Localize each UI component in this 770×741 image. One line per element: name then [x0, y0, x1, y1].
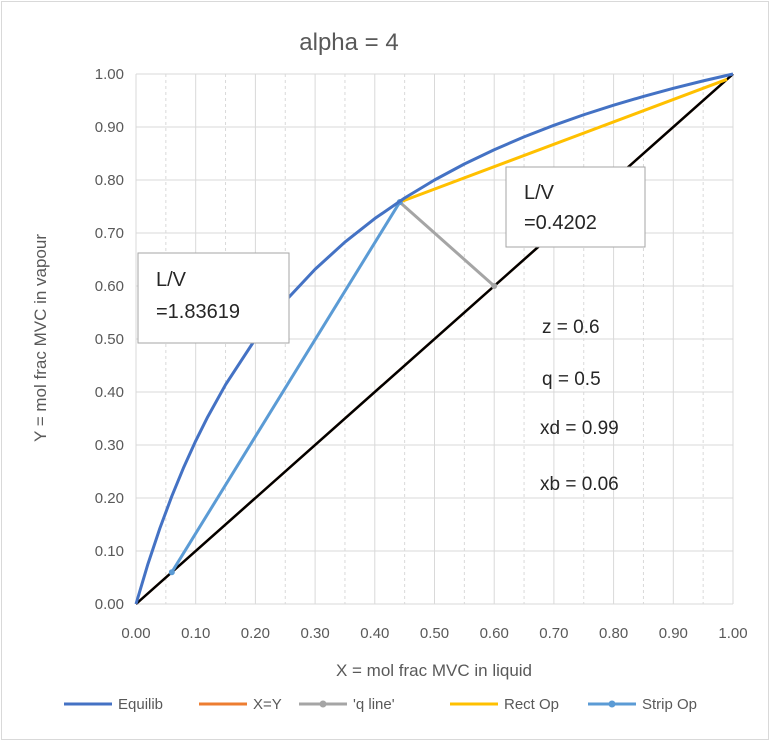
legend-item-strip-op: Strip Op	[588, 696, 697, 713]
y-tick-label: 0.40	[95, 384, 124, 401]
x-tick-label: 0.90	[659, 625, 688, 642]
y-tick-label: 0.90	[95, 119, 124, 136]
x-tick-label: 0.40	[360, 625, 389, 642]
legend-label-strip-op: Strip Op	[642, 696, 697, 713]
series-line-q-line	[398, 201, 496, 288]
y-tick-label: 0.80	[95, 172, 124, 189]
legend-label-q-line: 'q line'	[353, 696, 395, 713]
x-tick-label: 0.60	[480, 625, 509, 642]
y-tick-label: 0.30	[95, 437, 124, 454]
strip-op-point	[168, 569, 175, 576]
y-tick-label: 1.00	[95, 66, 124, 83]
diagonal-line	[135, 73, 734, 605]
legend-label-rect-op: Rect Op	[504, 696, 559, 713]
x-tick-label: 1.00	[718, 625, 747, 642]
y-tick-label: 0.50	[95, 331, 124, 348]
x-axis-title: X = mol frac MVC in liquid	[336, 661, 532, 680]
legend-item-q-line: 'q line'	[299, 696, 395, 713]
series-line-rect-op	[399, 77, 728, 204]
rect-lv-label: L/V	[524, 182, 555, 204]
strip-lv-value: =1.83619	[156, 301, 240, 323]
y-axis-title: Y = mol frac MVC in vapour	[31, 234, 50, 442]
q-line-point	[491, 283, 498, 289]
x-tick-label: 0.50	[420, 625, 449, 642]
param-q: q = 0.5	[542, 369, 601, 390]
rect-lv-value: =0.4202	[524, 212, 597, 234]
legend-label-equilib: Equilib	[118, 696, 163, 713]
gridlines	[135, 73, 734, 605]
series-line-equilib	[134, 72, 734, 605]
legend-item-equilib: Equilib	[64, 696, 163, 713]
y-tick-label: 0.60	[95, 278, 124, 295]
param-z: z = 0.6	[542, 317, 600, 338]
y-tick-label: 0.70	[95, 225, 124, 242]
y-tick-label: 0.00	[95, 596, 124, 613]
rect-lv-box	[505, 166, 646, 248]
legend-label-x-eq-y: X=Y	[253, 696, 282, 713]
param-xb: xb = 0.06	[540, 474, 619, 495]
strip-lv-box	[137, 252, 290, 344]
chart-title: alpha = 4	[299, 29, 398, 56]
x-tick-label: 0.10	[181, 625, 210, 642]
x-tick-label: 0.30	[300, 625, 329, 642]
series-line-strip-op	[170, 201, 402, 573]
strip-lv-label: L/V	[156, 269, 187, 291]
legend-item-x-eq-y: X=Y	[199, 696, 282, 713]
y-tick-label: 0.20	[95, 490, 124, 507]
legend: Equilib X=Y 'q line' Rect Op Strip Op	[64, 696, 697, 713]
param-xd: xd = 0.99	[540, 418, 619, 439]
legend-item-rect-op: Rect Op	[450, 696, 559, 713]
tick-labels: 0.00 0.10 0.20 0.30 0.40 0.50 0.60 0.70 0.80 0.90…	[95, 66, 748, 642]
x-tick-label: 0.20	[241, 625, 270, 642]
series-lines	[134, 72, 734, 605]
y-tick-label: 0.10	[95, 543, 124, 560]
x-tick-label: 0.80	[599, 625, 628, 642]
x-tick-label: 0.00	[121, 625, 150, 642]
x-tick-label: 0.70	[539, 625, 568, 642]
